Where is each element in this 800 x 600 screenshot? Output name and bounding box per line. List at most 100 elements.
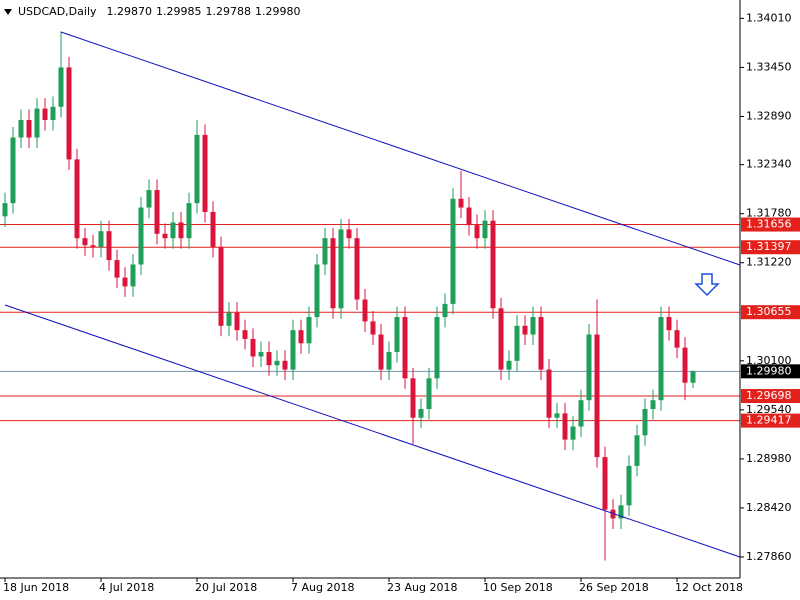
candle-body — [594, 334, 600, 458]
header-price: 1.29870 — [107, 5, 153, 18]
candle-body — [610, 509, 616, 519]
candle-body — [226, 312, 232, 326]
candle-body — [26, 119, 32, 138]
x-tick-label: 12 Oct 2018 — [675, 581, 743, 594]
candle-body — [522, 325, 528, 335]
x-tick-label: 18 Jun 2018 — [3, 581, 69, 594]
candle-body — [602, 457, 608, 510]
candle-body — [106, 231, 112, 261]
candle-body — [242, 330, 248, 339]
candle-body — [130, 264, 136, 287]
last-price-label: 1.29980 — [746, 364, 792, 377]
trend-line — [60, 31, 741, 266]
candle-body — [682, 347, 688, 383]
level-label-box — [741, 217, 800, 232]
candle-body — [418, 408, 424, 418]
candle-body — [370, 321, 376, 335]
candle-body — [362, 299, 368, 322]
candle-body — [330, 238, 336, 309]
x-tick-label: 26 Sep 2018 — [579, 581, 649, 594]
candle-body — [266, 352, 272, 366]
candle-body — [386, 352, 392, 370]
y-tick-label: 1.27860 — [746, 550, 792, 563]
candle-body — [170, 222, 176, 239]
candle-body — [442, 303, 448, 318]
x-tick-label: 4 Jul 2018 — [99, 581, 154, 594]
header-price: 1.29788 — [206, 5, 252, 18]
candle-body — [98, 231, 104, 247]
last-price-box — [741, 364, 800, 379]
x-tick-label: 7 Aug 2018 — [291, 581, 354, 594]
candle-body — [42, 108, 48, 120]
candle-body — [650, 400, 656, 409]
candle-body — [2, 203, 8, 217]
candle-body — [578, 400, 584, 427]
down-arrow — [694, 273, 720, 297]
candle-body — [298, 330, 304, 344]
candle-body — [490, 220, 496, 309]
candle-body — [234, 312, 240, 331]
candle-body — [50, 106, 56, 120]
candle-body — [458, 198, 464, 208]
candle-body — [202, 134, 208, 212]
candle-body — [74, 159, 80, 239]
level-label-box — [741, 413, 800, 428]
candle-body — [666, 317, 672, 331]
candle-body — [530, 317, 536, 335]
level-label-box — [741, 305, 800, 320]
candle-body — [346, 229, 352, 239]
candle-body — [394, 317, 400, 353]
candle-body — [474, 225, 480, 239]
candle-body — [178, 222, 184, 239]
header-icon — [4, 9, 12, 15]
candle-body — [338, 229, 344, 309]
y-tick-label: 1.34010 — [746, 11, 792, 24]
candle-body — [66, 67, 72, 160]
level-label: 1.31656 — [746, 218, 792, 231]
candle-body — [114, 260, 120, 278]
y-tick-label: 1.32890 — [746, 109, 792, 122]
candle-body — [258, 352, 264, 357]
candle-body — [282, 360, 288, 370]
candle-body — [434, 317, 440, 379]
candle-body — [82, 238, 88, 246]
x-tick-label: 23 Aug 2018 — [387, 581, 457, 594]
y-tick-label: 1.29540 — [746, 403, 792, 416]
candle-body — [466, 207, 472, 226]
plot-area — [0, 31, 740, 561]
candle-body — [626, 465, 632, 506]
level-label: 1.31397 — [746, 240, 792, 253]
candle-body — [402, 317, 408, 379]
header-price: 1.29980 — [255, 5, 301, 18]
candle-body — [154, 190, 160, 234]
candle-body — [450, 198, 456, 304]
candle-body — [546, 369, 552, 418]
candle-body — [482, 220, 488, 239]
candle-body — [498, 308, 504, 370]
level-label-box — [741, 240, 800, 255]
level-label: 1.29417 — [746, 414, 792, 427]
candle-body — [18, 119, 24, 138]
level-label: 1.30655 — [746, 305, 792, 318]
x-tick-label: 10 Sep 2018 — [483, 581, 553, 594]
candle-body — [274, 360, 280, 366]
candle-body — [194, 134, 200, 204]
level-label-box — [741, 389, 800, 404]
candle-body — [58, 67, 64, 107]
candle-body — [674, 330, 680, 348]
candle-body — [10, 137, 16, 204]
candle-body — [122, 277, 128, 287]
candle-body — [322, 238, 328, 265]
candle-body — [290, 330, 296, 370]
candle-body — [378, 334, 384, 370]
y-tick-label: 1.31780 — [746, 207, 792, 220]
candle-body — [250, 338, 256, 357]
candle-body — [138, 207, 144, 265]
candle-body — [658, 317, 664, 401]
candle-body — [634, 435, 640, 466]
y-tick-label: 1.31220 — [746, 256, 792, 269]
candle-body — [34, 108, 40, 138]
candle-body — [554, 413, 560, 418]
